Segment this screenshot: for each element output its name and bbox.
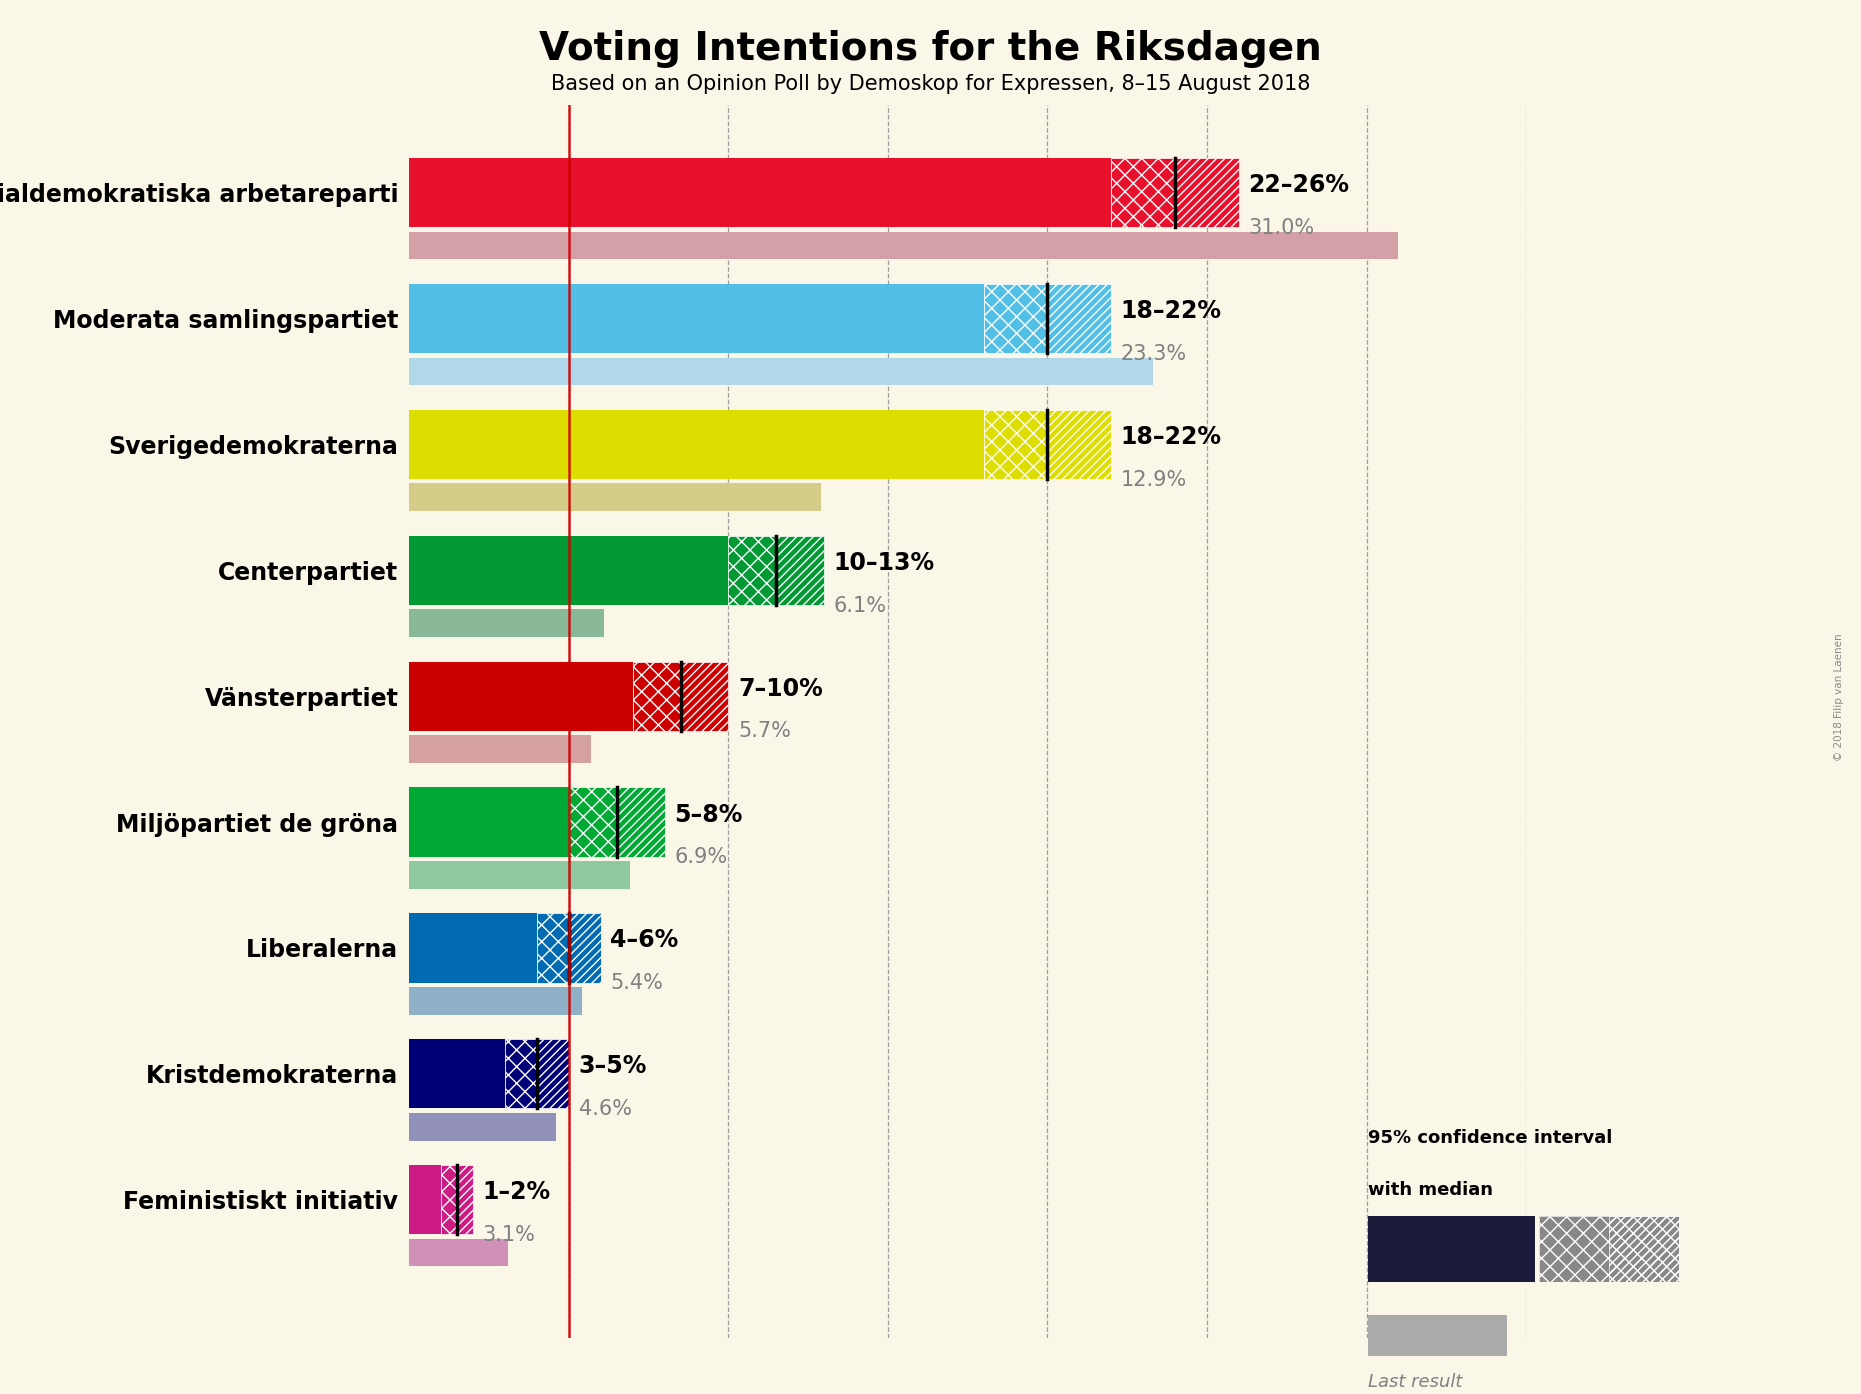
Bar xyxy=(616,788,664,857)
Bar xyxy=(409,1112,556,1140)
Text: 31.0%: 31.0% xyxy=(1249,217,1314,238)
Bar xyxy=(409,1040,504,1108)
Text: © 2018 Filip van Laenen: © 2018 Filip van Laenen xyxy=(1833,633,1844,761)
Bar xyxy=(1174,158,1239,227)
Bar xyxy=(1608,1216,1679,1282)
Text: 3.1%: 3.1% xyxy=(482,1225,536,1245)
Bar xyxy=(1048,284,1111,353)
Bar xyxy=(441,1165,458,1234)
Bar xyxy=(409,410,984,480)
Bar xyxy=(728,535,776,605)
Bar xyxy=(569,788,616,857)
Bar xyxy=(409,535,728,605)
Text: Based on an Opinion Poll by Demoskop for Expressen, 8–15 August 2018: Based on an Opinion Poll by Demoskop for… xyxy=(551,74,1310,93)
Bar xyxy=(633,662,681,730)
Bar xyxy=(776,535,824,605)
Bar xyxy=(681,662,728,730)
Bar xyxy=(984,284,1048,353)
Bar xyxy=(409,987,582,1015)
Bar xyxy=(458,1165,473,1234)
Text: 23.3%: 23.3% xyxy=(1120,344,1187,364)
Bar xyxy=(409,358,1152,385)
Bar xyxy=(984,410,1048,480)
Bar xyxy=(409,284,984,353)
Bar xyxy=(569,913,601,983)
Bar xyxy=(409,1239,508,1267)
Bar xyxy=(409,231,1398,259)
Text: 18–22%: 18–22% xyxy=(1120,298,1223,323)
Text: 7–10%: 7–10% xyxy=(739,676,823,701)
Text: 4–6%: 4–6% xyxy=(610,928,679,952)
Bar xyxy=(538,913,569,983)
Text: 18–22%: 18–22% xyxy=(1120,425,1223,449)
Text: 5–8%: 5–8% xyxy=(674,803,743,827)
Text: 22–26%: 22–26% xyxy=(1249,173,1349,197)
Text: 1–2%: 1–2% xyxy=(482,1181,551,1204)
Bar xyxy=(409,158,1111,227)
Bar xyxy=(409,913,538,983)
Bar xyxy=(409,1165,441,1234)
Bar xyxy=(409,484,821,512)
Text: 6.1%: 6.1% xyxy=(834,595,886,616)
Bar xyxy=(409,788,569,857)
Text: 4.6%: 4.6% xyxy=(579,1098,631,1119)
Text: 12.9%: 12.9% xyxy=(1120,470,1187,489)
Text: Last result: Last result xyxy=(1368,1373,1463,1391)
Bar xyxy=(409,861,629,889)
Text: 6.9%: 6.9% xyxy=(674,848,728,867)
Text: 5.4%: 5.4% xyxy=(610,973,663,994)
Text: 5.7%: 5.7% xyxy=(739,722,791,742)
Text: with median: with median xyxy=(1368,1181,1493,1199)
Bar xyxy=(409,609,605,637)
Text: 3–5%: 3–5% xyxy=(579,1054,648,1079)
Bar xyxy=(1048,410,1111,480)
Text: 10–13%: 10–13% xyxy=(834,551,934,574)
Bar xyxy=(538,1040,569,1108)
Bar xyxy=(1111,158,1174,227)
Bar xyxy=(504,1040,538,1108)
Text: 95% confidence interval: 95% confidence interval xyxy=(1368,1129,1612,1147)
Text: Voting Intentions for the Riksdagen: Voting Intentions for the Riksdagen xyxy=(540,29,1321,68)
Bar xyxy=(409,662,633,730)
Bar xyxy=(409,735,592,763)
